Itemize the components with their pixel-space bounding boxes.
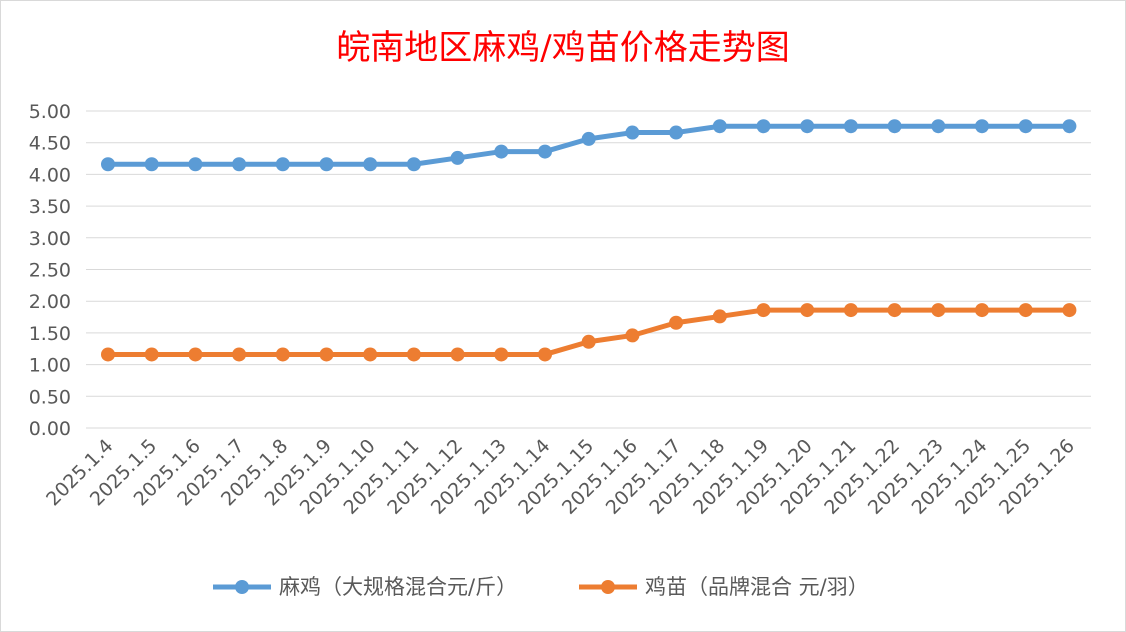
legend-marker <box>235 580 249 594</box>
legend-item-1: 麻鸡（大规格混合元/斤） <box>213 575 517 599</box>
data-point <box>1018 303 1033 318</box>
data-point <box>669 315 684 330</box>
data-point <box>538 347 552 362</box>
data-point <box>581 131 596 146</box>
data-point <box>450 347 465 362</box>
data-point <box>669 125 684 140</box>
data-point <box>800 119 815 134</box>
data-point <box>275 347 290 362</box>
data-point <box>494 347 509 362</box>
series-2 <box>101 303 1077 362</box>
data-point <box>1062 303 1077 318</box>
data-point <box>975 303 989 318</box>
y-tick-label: 2.00 <box>29 291 71 313</box>
data-point <box>538 144 552 159</box>
data-point <box>494 144 509 159</box>
data-point <box>756 303 771 318</box>
data-point <box>363 157 378 172</box>
data-point <box>319 157 334 172</box>
data-point <box>975 119 989 134</box>
series-lines <box>101 119 1077 362</box>
data-point <box>800 303 815 318</box>
data-point <box>843 119 858 134</box>
legend-label: 鸡苗（品牌混合 元/羽） <box>645 575 869 599</box>
data-point <box>406 157 421 172</box>
data-point <box>581 334 596 349</box>
data-point <box>144 157 159 172</box>
data-point <box>887 119 902 134</box>
legend: 麻鸡（大规格混合元/斤） 鸡苗（品牌混合 元/羽） <box>213 575 869 599</box>
data-point <box>319 347 334 362</box>
y-tick-label: 1.50 <box>29 323 71 345</box>
y-tick-label: 4.00 <box>29 164 71 186</box>
y-tick-label: 0.50 <box>29 386 71 408</box>
data-point <box>275 157 290 172</box>
data-point <box>144 347 159 362</box>
data-point <box>625 125 640 140</box>
y-tick-label: 2.50 <box>29 260 71 282</box>
data-point <box>232 347 247 362</box>
y-tick-label: 0.00 <box>29 418 71 440</box>
data-point <box>450 150 465 165</box>
y-tick-label: 1.00 <box>29 355 71 377</box>
data-point <box>406 347 421 362</box>
data-point <box>756 119 771 134</box>
data-point <box>931 303 946 318</box>
chart-title: 皖南地区麻鸡/鸡苗价格走势图 <box>336 28 789 68</box>
legend-item-2: 鸡苗（品牌混合 元/羽） <box>579 575 869 599</box>
data-point <box>1018 119 1033 134</box>
y-tick-label: 3.50 <box>29 196 71 218</box>
data-point <box>188 347 203 362</box>
data-point <box>843 303 858 318</box>
x-axis-ticks: 2025.1.42025.1.52025.1.62025.1.72025.1.8… <box>42 435 1079 519</box>
data-point <box>101 157 115 172</box>
gridlines <box>86 110 1091 429</box>
series-1 <box>101 119 1077 172</box>
data-point <box>101 347 115 362</box>
data-point <box>712 309 727 324</box>
data-point <box>712 119 727 134</box>
data-point <box>887 303 902 318</box>
y-tick-label: 4.50 <box>29 133 71 155</box>
data-point <box>188 157 203 172</box>
legend-label: 麻鸡（大规格混合元/斤） <box>279 575 517 599</box>
data-point <box>625 328 640 343</box>
data-point <box>363 347 378 362</box>
y-tick-label: 3.00 <box>29 228 71 250</box>
y-axis-ticks: 5.00 4.50 4.00 3.50 3.00 2.50 2.00 1.50 1.00 0.50… <box>29 101 71 440</box>
data-point <box>1062 119 1077 134</box>
data-point <box>931 119 946 134</box>
data-point <box>232 157 247 172</box>
y-tick-label: 5.00 <box>29 101 71 123</box>
legend-marker <box>601 580 615 594</box>
